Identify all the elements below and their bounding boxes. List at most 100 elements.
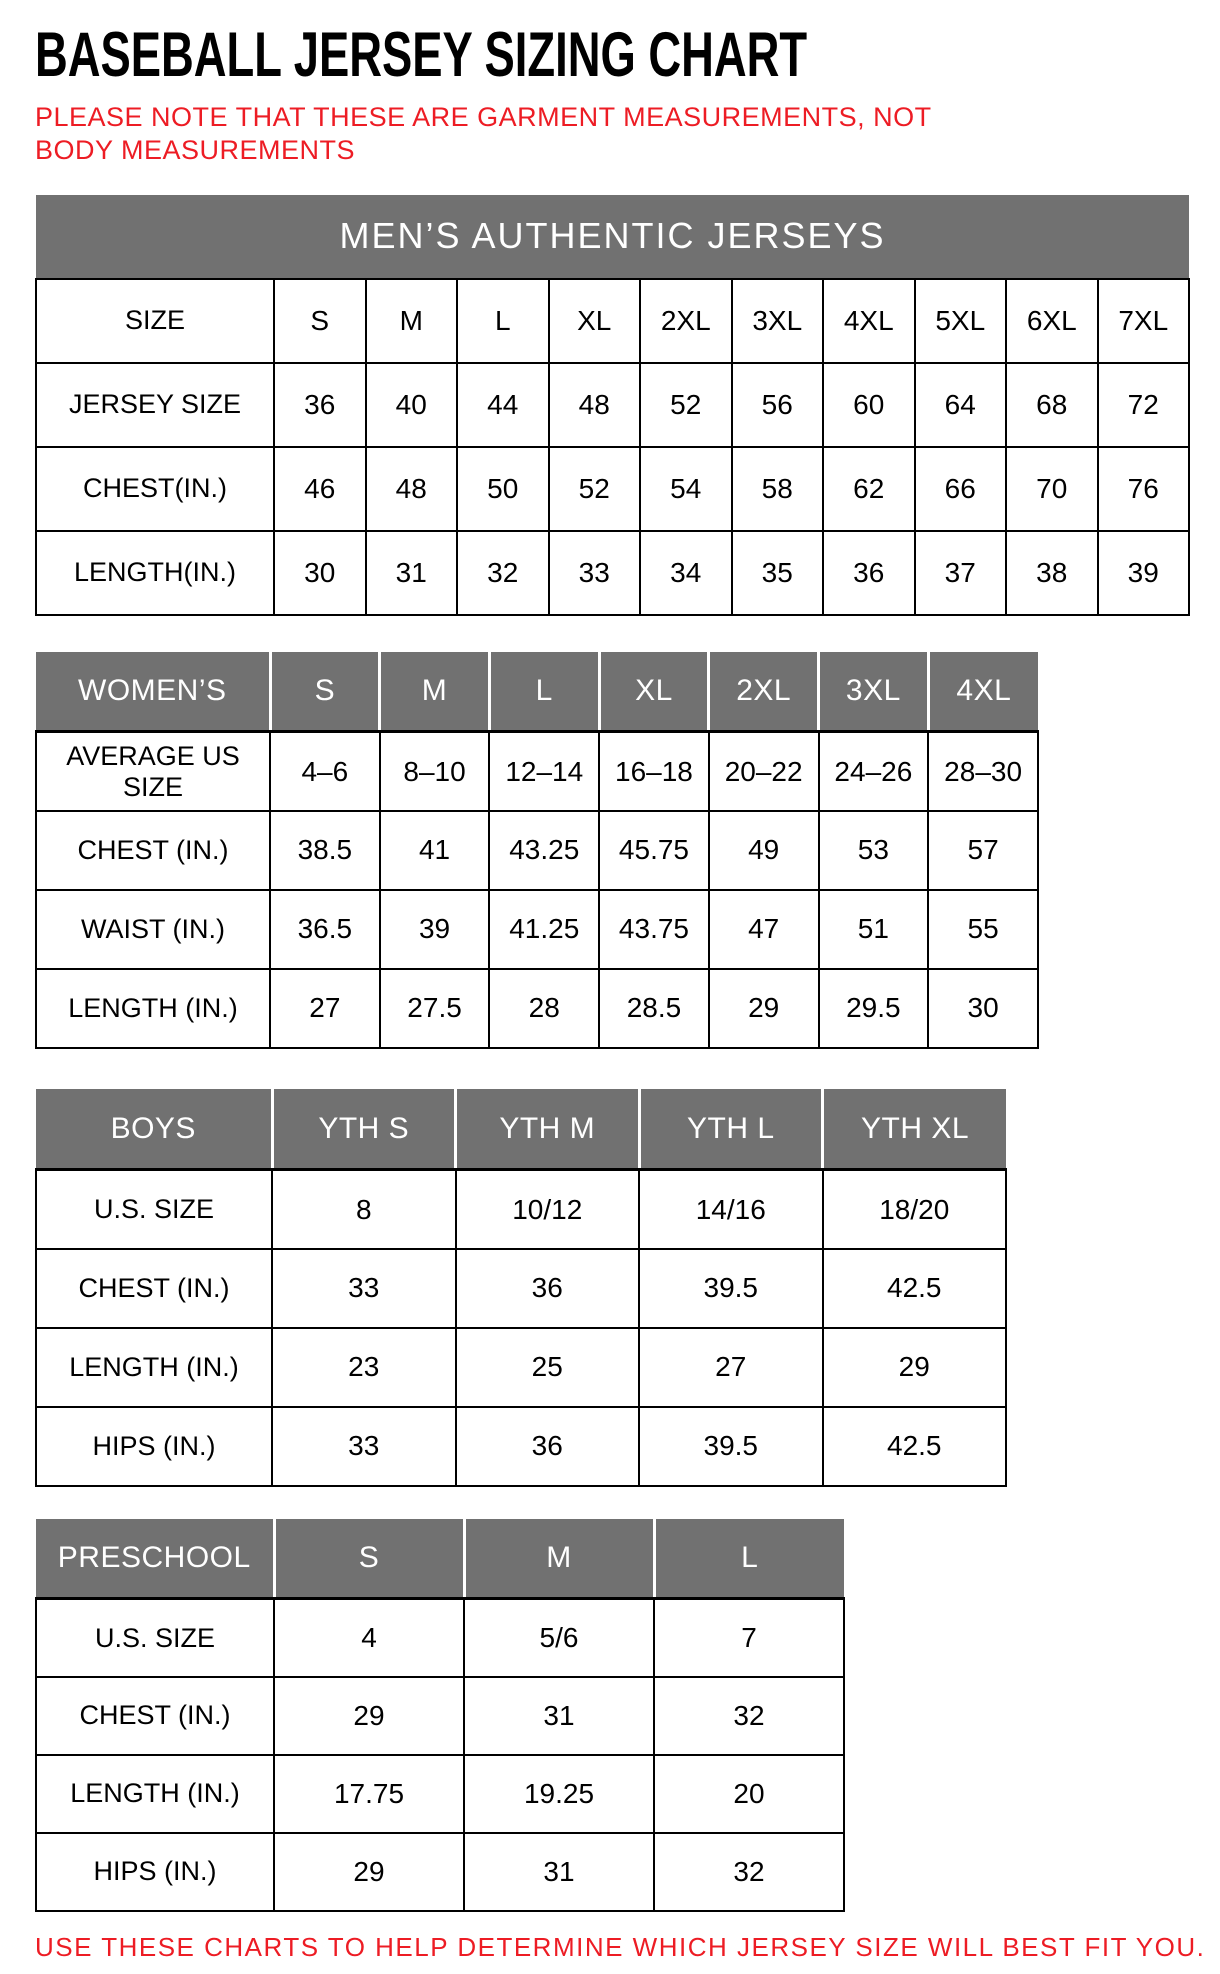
preschool-row-label: CHEST (IN.) bbox=[35, 1675, 275, 1756]
mens-data-row: SIZE S M L XL 2XL 3XL 4XL 5XL 6XL 7XL bbox=[35, 277, 1190, 364]
womens-data-row: AVERAGE US SIZE 4–6 8–10 12–14 16–18 20–22 24–… bbox=[35, 730, 1039, 812]
mens-row-label: JERSEY SIZE bbox=[35, 361, 275, 448]
preschool-value-cell: 31 bbox=[463, 1675, 655, 1756]
mens-value-cell: 48 bbox=[547, 361, 641, 448]
preschool-value-cell: 5/6 bbox=[463, 1597, 655, 1678]
womens-header-cell: 4XL bbox=[926, 651, 1038, 734]
preschool-header-row: PRESCHOOL S M L bbox=[36, 1518, 844, 1601]
boys-header-cell: YTH L bbox=[637, 1088, 823, 1172]
womens-header-cell: 3XL bbox=[817, 651, 929, 734]
boys-header-cell: YTH S bbox=[270, 1088, 456, 1172]
mens-value-cell: 30 bbox=[273, 529, 367, 616]
mens-title-row: MEN’S AUTHENTIC JERSEYS bbox=[36, 194, 1189, 279]
womens-value-cell: 4–6 bbox=[269, 730, 381, 812]
mens-value-cell: 36 bbox=[822, 529, 916, 616]
boys-value-cell: 14/16 bbox=[638, 1168, 824, 1250]
womens-header-cell: 2XL bbox=[707, 651, 819, 734]
preschool-value-cell: 17.75 bbox=[273, 1753, 465, 1834]
womens-value-cell: 41 bbox=[378, 809, 491, 891]
womens-header-cell: XL bbox=[597, 651, 709, 734]
mens-data-row: LENGTH(IN.) 30 31 32 33 34 35 36 37 38 39 bbox=[35, 529, 1190, 616]
womens-value-cell: 43.25 bbox=[488, 809, 601, 891]
footer-note: USE THESE CHARTS TO HELP DETERMINE WHICH… bbox=[35, 1931, 1206, 1962]
mens-value-cell: 58 bbox=[730, 445, 824, 532]
mens-value-cell: 62 bbox=[822, 445, 916, 532]
preschool-row-label: LENGTH (IN.) bbox=[35, 1753, 275, 1834]
mens-sizing-table: MEN’S AUTHENTIC JERSEYS SIZE S M L XL 2XL 3XL 4X… bbox=[35, 194, 1190, 616]
mens-value-cell: 36 bbox=[273, 361, 367, 448]
boys-value-cell: 8 bbox=[271, 1168, 457, 1250]
preschool-data-row: LENGTH (IN.) 17.75 19.25 20 bbox=[35, 1753, 845, 1834]
mens-row-label: LENGTH(IN.) bbox=[35, 529, 275, 616]
mens-value-cell: 2XL bbox=[639, 277, 733, 364]
womens-value-cell: 47 bbox=[707, 888, 820, 970]
boys-value-cell: 42.5 bbox=[821, 1247, 1007, 1329]
mens-value-cell: 3XL bbox=[730, 277, 824, 364]
sizing-tables-container: MEN’S AUTHENTIC JERSEYS SIZE S M L XL 2XL 3XL 4X… bbox=[35, 194, 1192, 1912]
mens-value-cell: 52 bbox=[547, 445, 641, 532]
preschool-value-cell: 29 bbox=[273, 1675, 465, 1756]
boys-value-cell: 39.5 bbox=[638, 1405, 824, 1487]
womens-value-cell: 51 bbox=[817, 888, 930, 970]
boys-data-row: CHEST (IN.) 33 36 39.5 42.5 bbox=[35, 1247, 1007, 1329]
boys-header-label: BOYS bbox=[36, 1088, 272, 1172]
mens-value-cell: 70 bbox=[1005, 445, 1099, 532]
womens-row-label: AVERAGE US SIZE bbox=[35, 730, 271, 812]
womens-value-cell: 30 bbox=[927, 967, 1039, 1049]
boys-value-cell: 29 bbox=[821, 1326, 1007, 1408]
mens-data-row: CHEST(IN.) 46 48 50 52 54 58 62 66 70 76 bbox=[35, 445, 1190, 532]
mens-value-cell: 31 bbox=[364, 529, 458, 616]
mens-data-row: JERSEY SIZE 36 40 44 48 52 56 60 64 68 72 bbox=[35, 361, 1190, 448]
boys-value-cell: 36 bbox=[454, 1247, 640, 1329]
mens-value-cell: 39 bbox=[1096, 529, 1190, 616]
preschool-row-label: HIPS (IN.) bbox=[35, 1831, 275, 1912]
womens-data-row: LENGTH (IN.) 27 27.5 28 28.5 29 29.5 30 bbox=[35, 967, 1039, 1049]
mens-row-label: CHEST(IN.) bbox=[35, 445, 275, 532]
womens-value-cell: 24–26 bbox=[817, 730, 930, 812]
womens-value-cell: 29 bbox=[707, 967, 820, 1049]
mens-value-cell: 6XL bbox=[1005, 277, 1099, 364]
womens-value-cell: 43.75 bbox=[598, 888, 710, 970]
boys-value-cell: 33 bbox=[271, 1405, 457, 1487]
mens-value-cell: 40 bbox=[364, 361, 458, 448]
mens-value-cell: 33 bbox=[547, 529, 641, 616]
womens-row-label: WAIST (IN.) bbox=[35, 888, 271, 970]
mens-value-cell: 44 bbox=[456, 361, 550, 448]
preschool-sizing-table: PRESCHOOL S M L U.S. SIZE 4 5/6 7 CHEST (IN.) 29 3… bbox=[35, 1518, 845, 1912]
womens-value-cell: 29.5 bbox=[817, 967, 930, 1049]
mens-value-cell: 34 bbox=[639, 529, 733, 616]
mens-value-cell: S bbox=[273, 277, 367, 364]
mens-value-cell: 35 bbox=[730, 529, 824, 616]
mens-value-cell: 52 bbox=[639, 361, 733, 448]
mens-table-title: MEN’S AUTHENTIC JERSEYS bbox=[36, 194, 1189, 279]
boys-value-cell: 25 bbox=[454, 1326, 640, 1408]
preschool-value-cell: 7 bbox=[653, 1597, 845, 1678]
womens-value-cell: 41.25 bbox=[488, 888, 601, 970]
womens-value-cell: 36.5 bbox=[269, 888, 381, 970]
boys-value-cell: 23 bbox=[271, 1326, 457, 1408]
womens-value-cell: 28–30 bbox=[927, 730, 1039, 812]
womens-value-cell: 28.5 bbox=[598, 967, 710, 1049]
boys-row-label: HIPS (IN.) bbox=[35, 1405, 273, 1487]
mens-value-cell: 64 bbox=[913, 361, 1007, 448]
womens-value-cell: 8–10 bbox=[378, 730, 491, 812]
preschool-value-cell: 20 bbox=[653, 1753, 845, 1834]
boys-value-cell: 33 bbox=[271, 1247, 457, 1329]
preschool-data-row: CHEST (IN.) 29 31 32 bbox=[35, 1675, 845, 1756]
womens-value-cell: 28 bbox=[488, 967, 601, 1049]
womens-data-row: WAIST (IN.) 36.5 39 41.25 43.75 47 51 55 bbox=[35, 888, 1039, 970]
boys-row-label: LENGTH (IN.) bbox=[35, 1326, 273, 1408]
womens-row-label: CHEST (IN.) bbox=[35, 809, 271, 891]
preschool-row-label: U.S. SIZE bbox=[35, 1597, 275, 1678]
womens-data-row: CHEST (IN.) 38.5 41 43.25 45.75 49 53 57 bbox=[35, 809, 1039, 891]
mens-value-cell: XL bbox=[547, 277, 641, 364]
preschool-header-cell: M bbox=[462, 1518, 654, 1601]
womens-value-cell: 45.75 bbox=[598, 809, 710, 891]
womens-value-cell: 16–18 bbox=[598, 730, 710, 812]
mens-value-cell: M bbox=[364, 277, 458, 364]
mens-value-cell: 68 bbox=[1005, 361, 1099, 448]
preschool-value-cell: 19.25 bbox=[463, 1753, 655, 1834]
boys-header-cell: YTH M bbox=[454, 1088, 639, 1172]
garment-measurements-note: PLEASE NOTE THAT THESE ARE GARMENT MEASU… bbox=[35, 102, 932, 165]
preschool-value-cell: 32 bbox=[653, 1831, 845, 1912]
